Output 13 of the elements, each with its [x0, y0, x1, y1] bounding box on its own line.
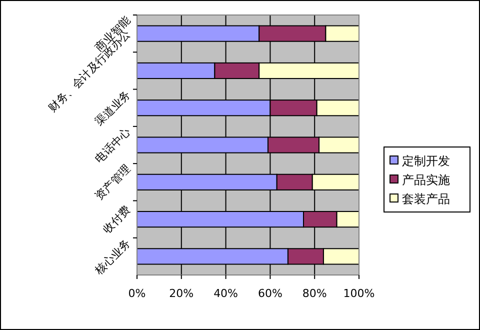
y-tick-label: 核心业务	[92, 236, 133, 278]
x-tick-label: 0%	[128, 287, 146, 300]
x-tick-label: 20%	[169, 287, 194, 300]
y-tick-label: 资产管理	[92, 162, 133, 203]
x-tick-label: 80%	[302, 287, 327, 300]
x-tick-label: 40%	[214, 287, 238, 300]
legend-label: 产品实施	[402, 173, 450, 187]
legend-label: 套装产品	[402, 192, 450, 206]
y-tick-label: 收付费	[100, 203, 133, 236]
x-tick-label: 60%	[258, 287, 282, 300]
legend-label: 定制开发	[402, 154, 450, 168]
y-tick-label: 渠道业务	[92, 88, 133, 128]
x-tick-label: 100%	[343, 287, 375, 300]
